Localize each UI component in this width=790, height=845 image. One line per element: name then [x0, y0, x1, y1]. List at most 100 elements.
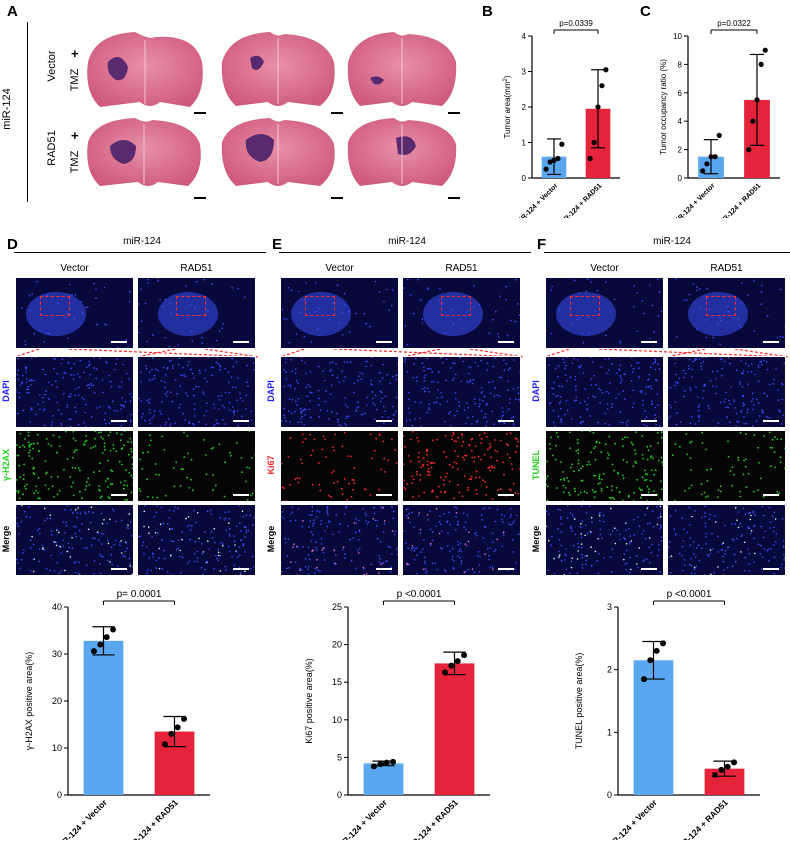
- row-label-2: Merge: [266, 525, 276, 553]
- scale-bar: [331, 112, 343, 114]
- y-tick-label: 2: [678, 146, 683, 155]
- p-value-label: p= 0.0001: [117, 589, 162, 600]
- he-section-r1c3: [347, 32, 457, 106]
- y-tick-label: 0: [678, 174, 683, 183]
- data-point: [110, 626, 117, 633]
- y-tick-label: 6: [678, 89, 683, 98]
- column-label-vector: Vector: [590, 263, 619, 274]
- y-axis-label: Tumor occupancy ratio (%): [659, 59, 668, 155]
- y-axis-label: γ-H2AX positive area(%): [24, 652, 34, 751]
- scale-bar: [763, 568, 779, 570]
- zoom-image: [137, 356, 256, 428]
- panel-a-label: A: [7, 3, 18, 20]
- chart-gh2ax-positive: 0 10 20 30 40 γ-H2AX positive area(%) miR-124 …: [24, 589, 210, 840]
- data-point: [724, 763, 731, 770]
- scale-bar: [376, 420, 392, 422]
- y-tick-label: 30: [52, 649, 62, 659]
- category-label: miR-124 + Vector: [671, 182, 716, 218]
- row1-name: Vector: [46, 50, 58, 82]
- data-point: [716, 132, 722, 138]
- y-tick-label: 4: [522, 32, 527, 41]
- zoom-image: [667, 504, 786, 576]
- zoom-image: [667, 356, 786, 428]
- zoom-image: [545, 356, 664, 428]
- zoom-image: [402, 356, 521, 428]
- row-label-0: DAPI: [1, 380, 11, 402]
- overview-image: [402, 277, 521, 349]
- he-section-r1c2: [221, 32, 335, 106]
- y-tick-label: 10: [673, 32, 682, 41]
- panel-e-header: miR-124: [388, 236, 426, 247]
- data-point: [599, 83, 605, 89]
- bar: [434, 663, 475, 795]
- y-tick-label: 0: [607, 790, 612, 800]
- roi-connector: [279, 349, 525, 358]
- he-section-r2c3: [347, 118, 457, 186]
- panel-a-divider: [27, 22, 28, 202]
- roi-connector: [14, 349, 260, 358]
- y-tick-label: 0: [522, 174, 527, 183]
- category-label: miR-124 + Vector: [53, 797, 109, 840]
- data-point: [700, 168, 706, 174]
- panel-a-row1-label: Vector + TMZ: [46, 40, 86, 106]
- scale-bar: [111, 420, 127, 422]
- zoom-image: [402, 504, 521, 576]
- header-rule: [14, 252, 266, 253]
- data-point: [377, 761, 384, 768]
- row-label-0: DAPI: [266, 380, 276, 402]
- data-point: [90, 648, 97, 655]
- row2-name: RAD51: [46, 130, 58, 166]
- y-label-text: Ki67 positive area(%): [304, 658, 314, 744]
- column-label-rad51: RAD51: [445, 263, 478, 274]
- zoom-image: [545, 430, 664, 502]
- category-label: miR-124 + RAD51: [716, 182, 762, 218]
- overview-image: [15, 277, 134, 349]
- scale-bar: [641, 341, 657, 343]
- panel-e-label: E: [272, 236, 283, 253]
- data-point: [712, 772, 718, 778]
- data-point: [603, 67, 609, 73]
- data-point: [758, 61, 764, 67]
- chart-ki67-positive: 0 5 10 15 20 25 Ki67 positive area(%) miR-124 +…: [304, 589, 490, 840]
- zoom-image: [667, 430, 786, 502]
- scale-bar: [763, 420, 779, 422]
- category-label: miR-124 + RAD51: [403, 797, 460, 840]
- y-tick-label: 1: [607, 727, 612, 737]
- zoom-image: [280, 504, 399, 576]
- scale-bar: [641, 494, 657, 496]
- column-label-rad51: RAD51: [710, 263, 743, 274]
- panel-d-header: miR-124: [123, 236, 161, 247]
- data-point: [591, 139, 597, 146]
- scale-bar: [331, 197, 343, 199]
- he-section-r2c1: [87, 118, 201, 186]
- data-point: [551, 157, 557, 163]
- data-point: [555, 155, 561, 162]
- scale-bar: [498, 341, 514, 343]
- data-point: [718, 766, 725, 773]
- data-point: [161, 741, 168, 748]
- y-tick-label: 8: [678, 60, 683, 69]
- scale-bar: [233, 420, 249, 422]
- scale-bar: [194, 112, 206, 114]
- data-point: [97, 641, 104, 648]
- y-axis-label: Ki67 positive area(%): [304, 658, 314, 744]
- data-point: [168, 730, 175, 737]
- scale-bar: [641, 420, 657, 422]
- data-point: [653, 647, 660, 654]
- zoom-image: [15, 504, 134, 576]
- data-point: [746, 147, 752, 153]
- y-axis-label: Tumor area(mm2): [503, 75, 512, 138]
- y-tick-label: 1: [522, 139, 527, 148]
- scale-bar: [233, 568, 249, 570]
- y-tick-label: 20: [52, 696, 62, 706]
- y-tick-label: 15: [332, 677, 342, 687]
- row2-plus: +: [71, 128, 79, 143]
- data-point: [704, 161, 710, 167]
- roi-box: [570, 296, 600, 316]
- y-tick-label: 0: [57, 790, 62, 800]
- row-label-1: Ki67: [266, 455, 276, 475]
- overview-image: [137, 277, 256, 349]
- roi-box: [441, 296, 471, 316]
- panel-f-label: F: [537, 236, 547, 253]
- scale-bar: [448, 112, 460, 114]
